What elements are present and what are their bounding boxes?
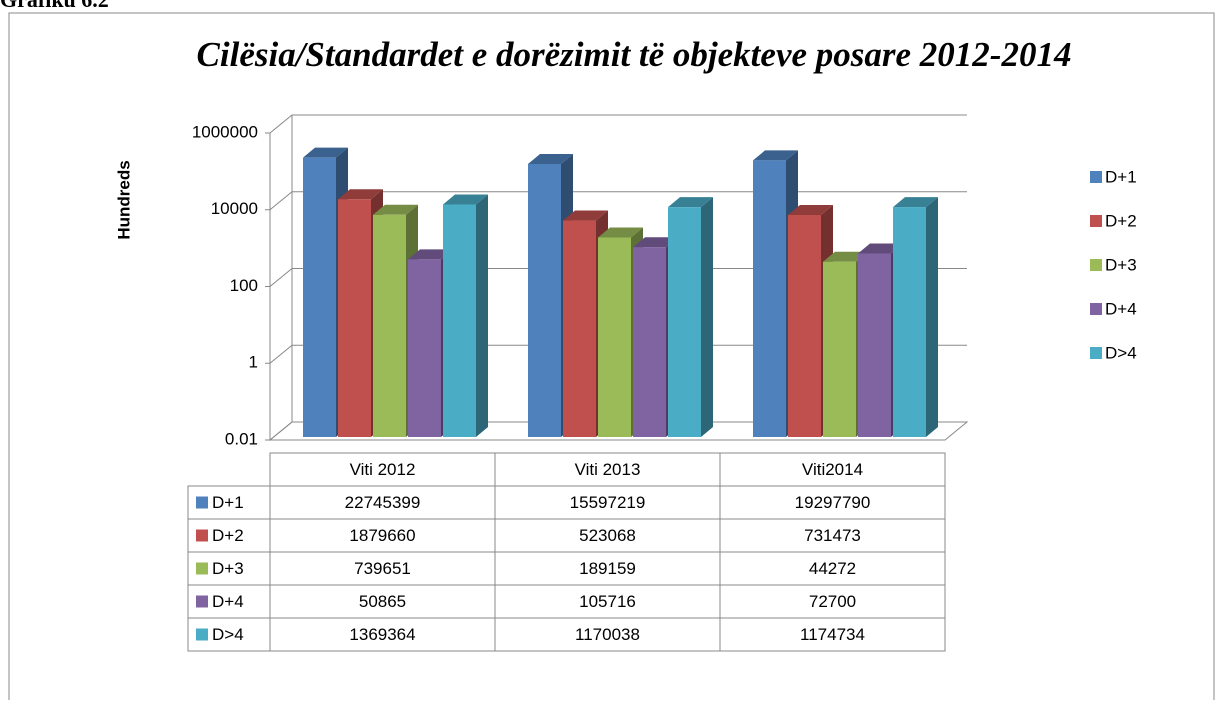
y-tick-label: 1 xyxy=(249,353,258,372)
bar-group xyxy=(893,197,938,437)
bar-top xyxy=(598,227,643,238)
bar xyxy=(303,157,336,438)
bar xyxy=(753,160,786,437)
caption: Grafiku 6.2 xyxy=(0,0,109,12)
grid-line xyxy=(269,421,967,441)
bar-top xyxy=(893,197,938,208)
bar xyxy=(338,199,371,437)
table-series-label: D+4 xyxy=(212,592,244,611)
bar xyxy=(563,220,596,437)
bar xyxy=(893,207,926,437)
bar xyxy=(788,214,821,437)
y-tick-label: 10000 xyxy=(211,199,258,218)
bar-top xyxy=(443,194,488,205)
table-value: 1369364 xyxy=(349,625,415,644)
bar-top xyxy=(788,204,833,215)
legend-label: D+4 xyxy=(1105,299,1137,318)
bar xyxy=(373,214,406,437)
bar-top xyxy=(858,243,903,254)
table-value: 22745399 xyxy=(345,493,421,512)
grid-line xyxy=(269,191,967,211)
grid-line xyxy=(269,268,967,287)
grid-line xyxy=(269,114,967,134)
bar-side xyxy=(926,197,938,437)
table-value: 739651 xyxy=(354,559,411,578)
legend-label: D+1 xyxy=(1105,167,1137,186)
bar-top xyxy=(373,204,418,215)
table-series-label: D>4 xyxy=(212,625,244,644)
table-series-label: D+1 xyxy=(212,493,244,512)
table-swatch xyxy=(196,595,208,608)
table-swatch xyxy=(196,562,208,575)
table-value: 72700 xyxy=(809,592,856,611)
bar xyxy=(598,237,631,437)
table-swatch xyxy=(196,628,208,641)
y-tick-label: 0.01 xyxy=(225,429,258,448)
table-value: 1174734 xyxy=(800,625,865,644)
legend-label: D+3 xyxy=(1105,255,1137,274)
bar-top xyxy=(563,210,608,221)
bar-top xyxy=(633,237,678,248)
bar xyxy=(408,259,441,437)
bar-side xyxy=(476,194,488,437)
legend-label: D+2 xyxy=(1105,211,1137,230)
x-tick-label: Viti 2013 xyxy=(575,460,641,479)
legend-swatch xyxy=(1090,303,1102,315)
table-value: 44272 xyxy=(809,559,856,578)
bar xyxy=(668,207,701,437)
table-value: 189159 xyxy=(579,559,636,578)
table-value: 523068 xyxy=(579,526,636,545)
bar-top xyxy=(528,153,573,164)
bar xyxy=(528,163,561,438)
bar xyxy=(633,247,666,437)
table-value: 1170038 xyxy=(575,625,640,644)
table-value: 50865 xyxy=(359,592,406,611)
table-series-label: D+3 xyxy=(212,559,244,578)
legend-swatch xyxy=(1090,347,1102,359)
bar-side xyxy=(701,197,713,437)
bar xyxy=(443,204,476,437)
table-value: 731473 xyxy=(804,526,861,545)
y-tick-label: 1000000 xyxy=(192,122,258,141)
bar-top xyxy=(338,189,383,200)
bar-top xyxy=(668,197,713,208)
table-swatch xyxy=(196,496,208,509)
table-value: 19297790 xyxy=(795,493,871,512)
y-tick-label: 100 xyxy=(230,276,258,295)
legend-swatch xyxy=(1090,259,1102,271)
chart-title: Cilësia/Standardet e dorëzimit të objekt… xyxy=(197,35,1072,74)
bar-top xyxy=(823,251,868,262)
bar-group xyxy=(668,197,713,437)
table-swatch xyxy=(196,529,208,542)
x-tick-label: Viti 2012 xyxy=(350,460,416,479)
bar-top xyxy=(408,249,453,260)
grid-line xyxy=(269,344,967,364)
table-value: 15597219 xyxy=(570,493,646,512)
y-axis-label: Hundreds xyxy=(114,160,133,239)
table-series-label: D+2 xyxy=(212,526,244,545)
table-value: 1879660 xyxy=(349,526,415,545)
legend-swatch xyxy=(1090,171,1102,183)
legend-label: D>4 xyxy=(1105,343,1137,362)
bar-top xyxy=(753,150,798,161)
bar-group xyxy=(443,194,488,437)
bar-top xyxy=(303,147,348,158)
x-tick-label: Viti2014 xyxy=(802,460,863,479)
bar xyxy=(858,253,891,437)
table-value: 105716 xyxy=(579,592,636,611)
bar xyxy=(823,261,856,437)
legend-swatch xyxy=(1090,215,1102,227)
